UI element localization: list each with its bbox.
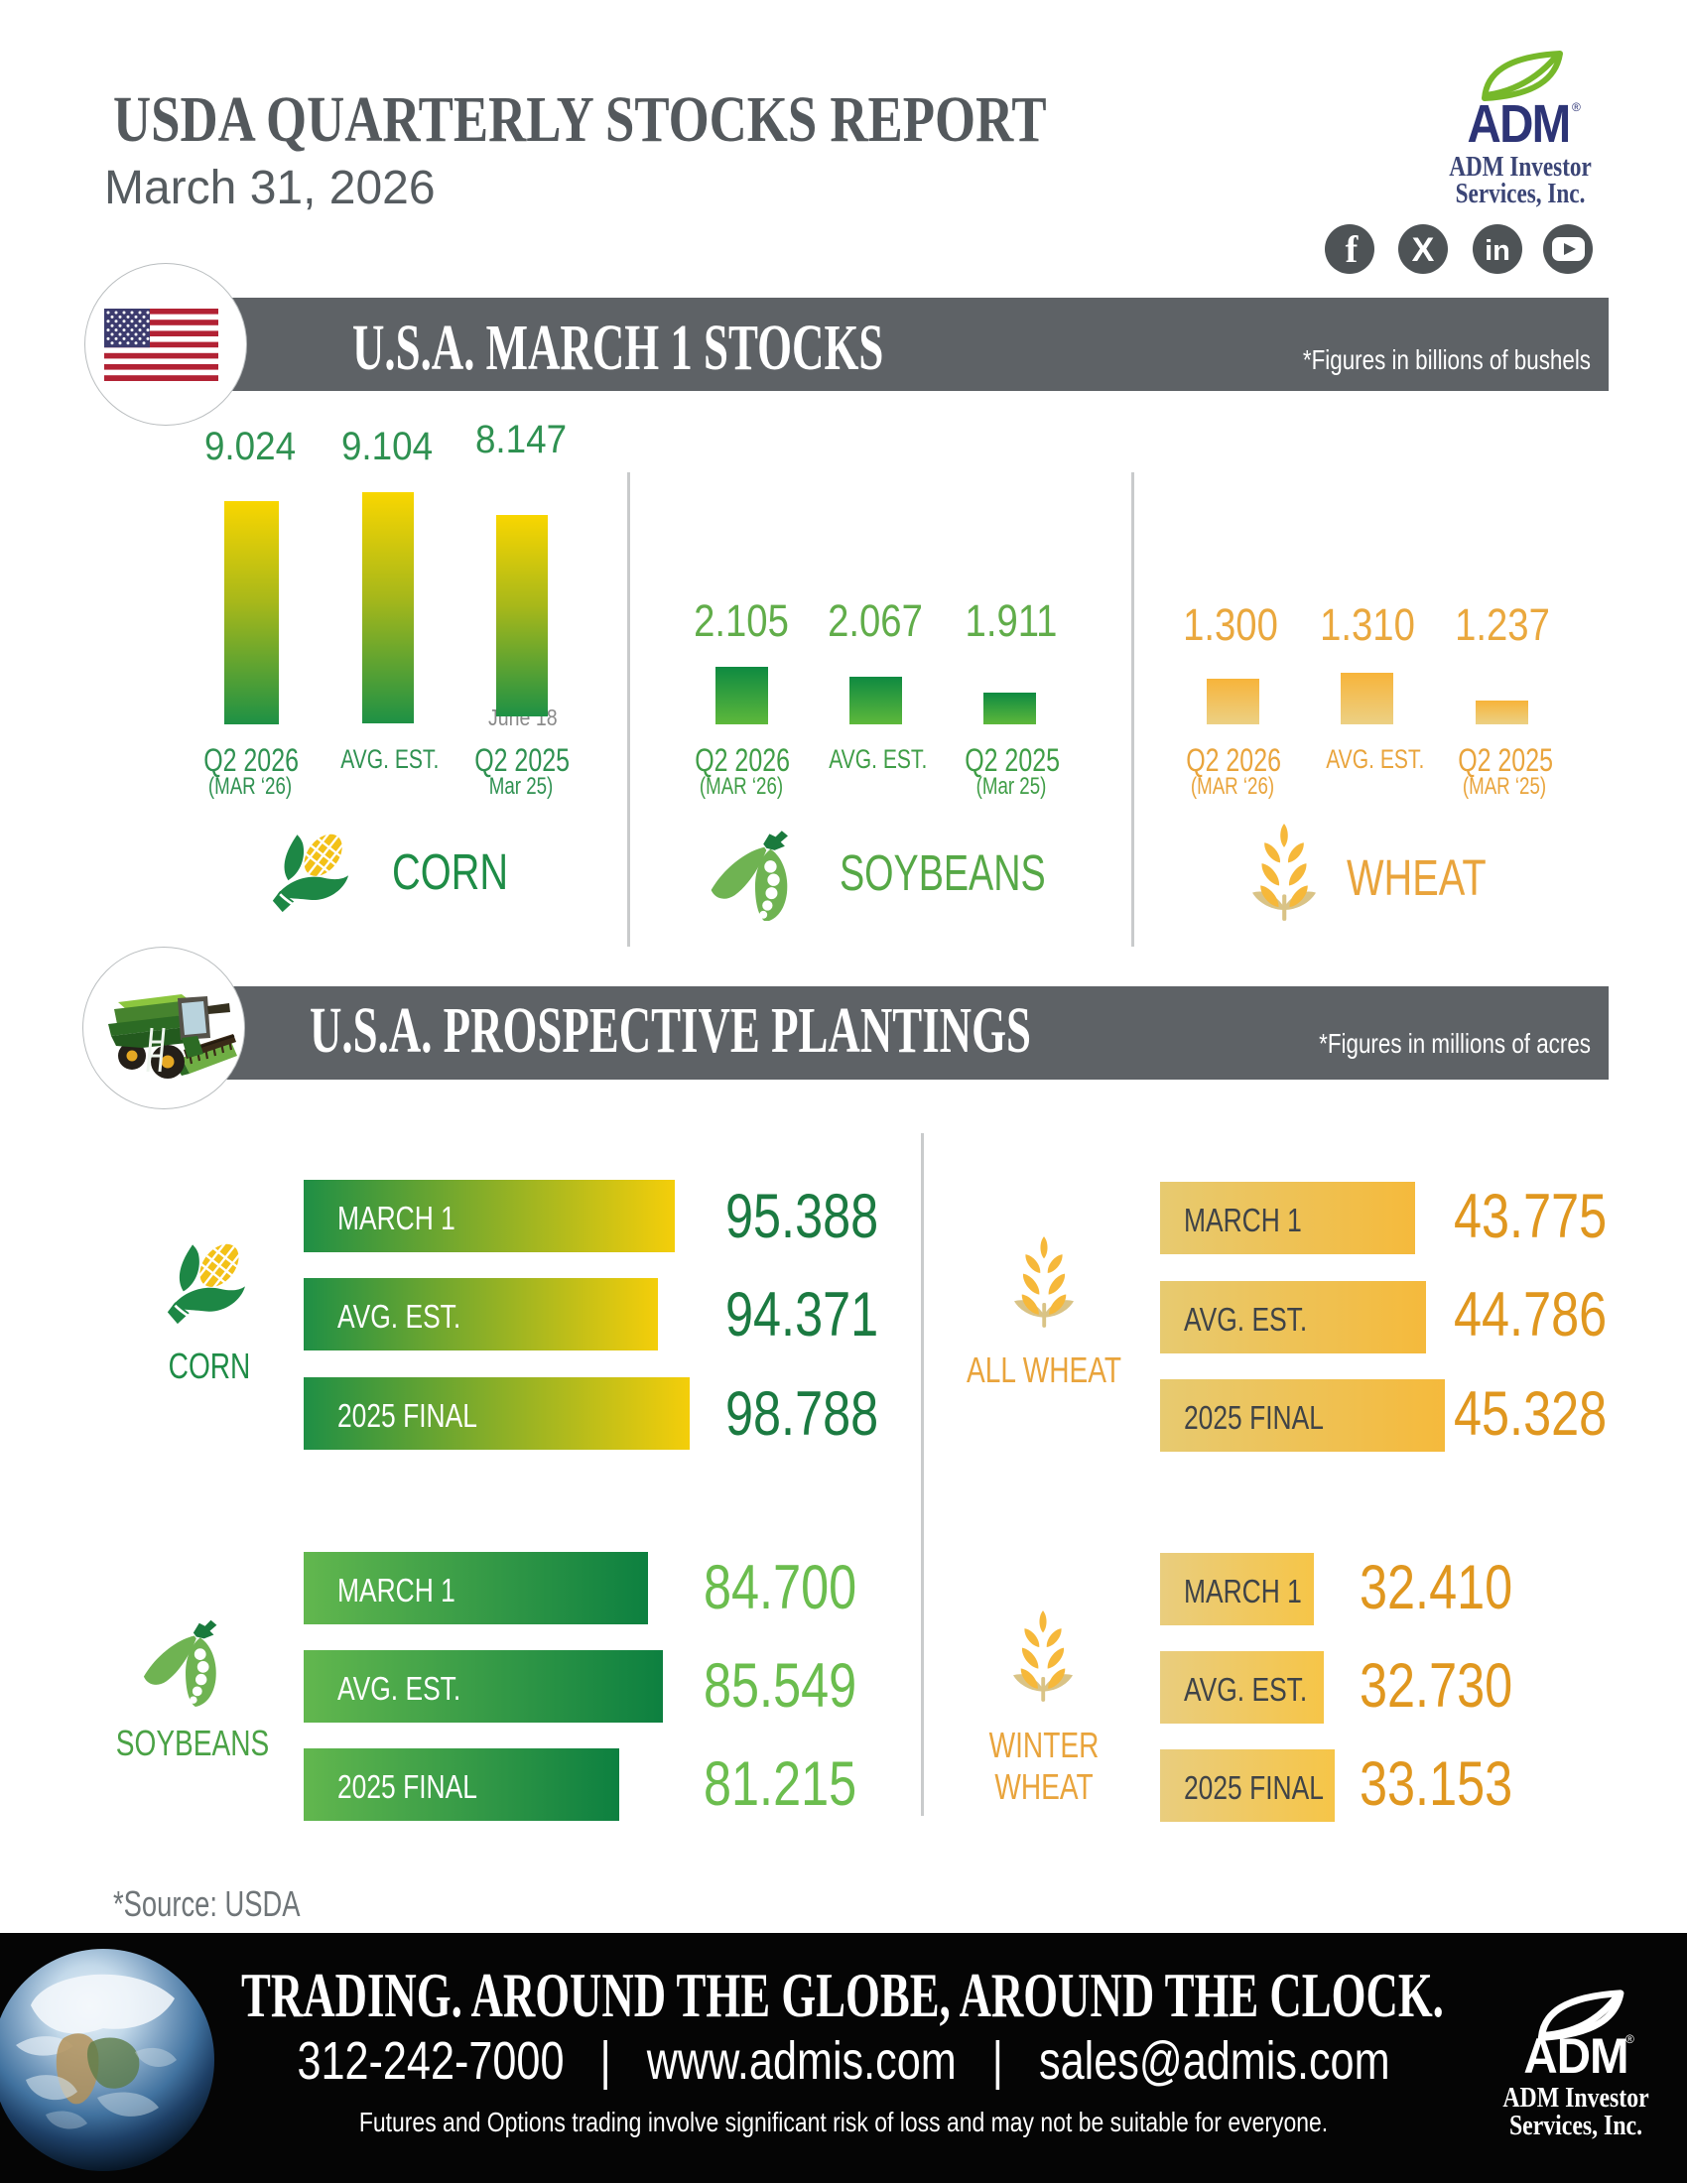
svg-text:ADM Investor: ADM Investor	[1449, 151, 1592, 183]
svg-text:in: in	[1485, 235, 1510, 267]
svg-text:ADM: ADM	[1468, 93, 1570, 154]
svg-text:Services, Inc.: Services, Inc.	[1456, 178, 1586, 209]
svg-text:®: ®	[1625, 2032, 1634, 2046]
svg-text:ADM Investor: ADM Investor	[1502, 2082, 1648, 2113]
svg-text:ADM: ADM	[1523, 2029, 1627, 2084]
svg-text:®: ®	[1572, 100, 1581, 114]
svg-text:X: X	[1412, 231, 1435, 269]
svg-text:Services, Inc.: Services, Inc.	[1509, 2110, 1642, 2140]
svg-text:f: f	[1346, 229, 1360, 271]
